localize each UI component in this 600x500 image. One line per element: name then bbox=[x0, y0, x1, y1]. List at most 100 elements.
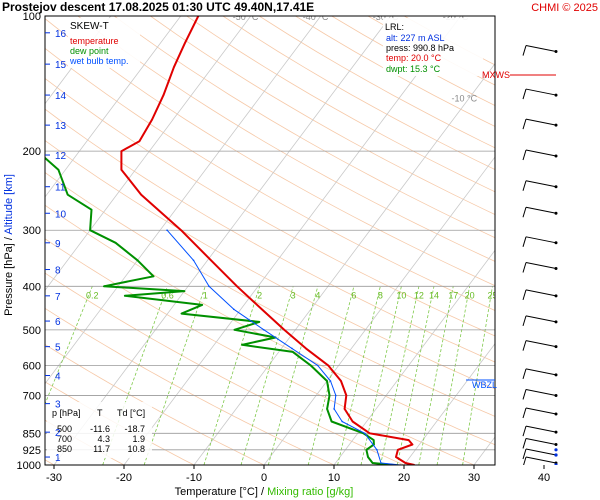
series-point bbox=[89, 229, 91, 232]
x-tick-label: -10 bbox=[186, 472, 202, 484]
pressure-tick-label: 700 bbox=[23, 390, 41, 402]
wind-barb-flag bbox=[523, 456, 527, 465]
table-row-td: 1.9 bbox=[132, 434, 145, 444]
mixing-ratio-line bbox=[267, 286, 319, 465]
lrl-temp: temp: 20.0 °C bbox=[386, 53, 442, 63]
mixing-ratio-label: 10 bbox=[396, 290, 406, 300]
wind-barb-flag bbox=[522, 438, 527, 449]
x-tick-label: -30 bbox=[46, 472, 62, 484]
wind-barb-flag bbox=[522, 207, 527, 218]
altitude-tick-label: 14 bbox=[55, 91, 67, 102]
altitude-tick-label: 12 bbox=[55, 151, 67, 162]
lrl-box: LRL: alt: 227 m ASL press: 990.8 hPa tem… bbox=[383, 18, 483, 76]
series-point bbox=[184, 42, 186, 45]
wind-barb bbox=[525, 45, 557, 53]
x-tick-label: 40 bbox=[538, 472, 550, 484]
series-point bbox=[57, 168, 60, 171]
table-row-t: -11.6 bbox=[90, 424, 110, 434]
isotherm-label: -40 °C bbox=[303, 12, 329, 22]
series-point bbox=[138, 140, 141, 142]
wind-barb-point-low bbox=[554, 448, 558, 452]
series-point bbox=[372, 439, 375, 441]
mixing-ratio-line bbox=[203, 286, 260, 465]
series-point bbox=[162, 94, 165, 96]
mixing-ratio-label: 6 bbox=[351, 290, 356, 300]
wind-barb-flag bbox=[522, 389, 527, 400]
wind-barb bbox=[525, 118, 557, 126]
series-point bbox=[140, 193, 143, 196]
wind-barb-point bbox=[554, 430, 558, 434]
wind-barb-flag bbox=[522, 407, 527, 419]
series-point bbox=[368, 432, 371, 435]
wind-barb bbox=[525, 261, 557, 269]
x-tick-label: 0 bbox=[261, 472, 267, 484]
lrl-title: LRL: bbox=[385, 22, 404, 32]
mixing-ratio-line bbox=[380, 286, 420, 465]
wind-barb-flag bbox=[522, 180, 527, 191]
wind-barb-flag bbox=[522, 448, 527, 460]
pressure-tick-label: 1000 bbox=[17, 460, 41, 472]
isotherm-label: -50 °C bbox=[233, 12, 259, 22]
isotherm-line bbox=[53, 16, 392, 465]
y-axis-title-separator: / bbox=[3, 235, 15, 244]
series-point bbox=[329, 380, 332, 382]
isotherm-line bbox=[45, 16, 322, 385]
series-point bbox=[180, 312, 183, 315]
series-point bbox=[340, 380, 342, 382]
dry-adiabat bbox=[45, 77, 495, 337]
series-point bbox=[120, 150, 123, 152]
mixing-ratio-label: 8 bbox=[378, 290, 383, 300]
altitude-tick-label: 8 bbox=[55, 266, 61, 277]
wind-barb-point bbox=[554, 50, 558, 54]
table-row-td: -18.7 bbox=[124, 424, 145, 434]
wind-barb bbox=[525, 425, 557, 433]
series-point bbox=[341, 420, 343, 423]
series-point bbox=[395, 456, 397, 458]
wind-barb bbox=[525, 236, 557, 244]
mxws-label: MXWS bbox=[482, 70, 510, 80]
pressure-tick-label: 925 bbox=[23, 445, 41, 457]
wind-barb-point-low bbox=[554, 453, 558, 457]
series-point bbox=[136, 259, 139, 262]
legend-dew-point: dew point bbox=[70, 46, 109, 56]
isotherm-line bbox=[123, 16, 462, 465]
wind-barb-flag bbox=[522, 340, 527, 351]
altitude-tick-label: 1 bbox=[55, 453, 61, 464]
levels-table: p [hPa] T Td [°C] 500 -11.6 -18.7 700 4.… bbox=[47, 402, 152, 458]
altitude-tick-label: 3 bbox=[55, 400, 61, 411]
wind-barb-flag bbox=[522, 118, 527, 130]
pressure-tick-label: 850 bbox=[23, 428, 41, 440]
series-point bbox=[180, 229, 182, 232]
altitude-tick-label: 7 bbox=[55, 292, 61, 303]
series-point bbox=[380, 462, 382, 464]
table-row-t: 11.7 bbox=[93, 444, 110, 454]
isotherm-line bbox=[45, 16, 252, 291]
wind-barb bbox=[525, 289, 557, 297]
series-point bbox=[192, 259, 195, 262]
wind-barb-flag bbox=[522, 88, 527, 100]
table-header-t: T bbox=[97, 408, 103, 418]
mixing-ratio-line bbox=[45, 286, 93, 406]
series-point bbox=[376, 448, 378, 451]
series-layer bbox=[45, 16, 416, 465]
series-point bbox=[66, 193, 69, 196]
isotherm-line bbox=[403, 343, 495, 465]
mixing-ratio-line bbox=[337, 286, 381, 465]
x-axis-title-mixing: Mixing ratio [g/kg] bbox=[267, 486, 353, 498]
x-tick-label: 10 bbox=[328, 472, 340, 484]
pressure-tick-label: 100 bbox=[23, 11, 41, 23]
series-point bbox=[333, 408, 335, 410]
series-point bbox=[326, 408, 328, 410]
isotherm-label: -10 °C bbox=[452, 94, 478, 104]
dry-adiabat bbox=[45, 171, 495, 417]
series-point bbox=[103, 285, 105, 288]
wind-barb-point bbox=[554, 93, 558, 97]
series-point bbox=[330, 420, 333, 423]
wind-barb-point bbox=[554, 185, 558, 189]
wind-barb bbox=[525, 437, 557, 445]
series-point bbox=[260, 308, 263, 311]
wind-barb bbox=[525, 315, 557, 323]
lrl-press: press: 990.8 hPa bbox=[386, 43, 454, 53]
mixing-ratio-label: 20 bbox=[465, 290, 475, 300]
